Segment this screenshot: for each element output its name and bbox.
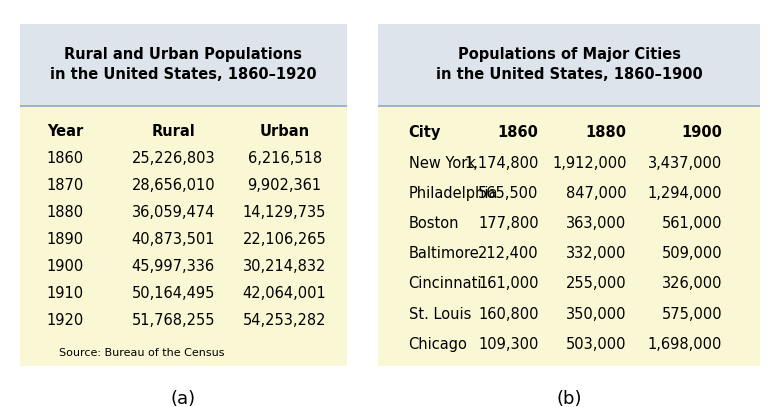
Text: 1890: 1890 bbox=[47, 232, 84, 247]
Text: 1870: 1870 bbox=[47, 178, 84, 193]
Text: 332,000: 332,000 bbox=[566, 246, 626, 261]
FancyBboxPatch shape bbox=[378, 24, 760, 105]
Text: 326,000: 326,000 bbox=[661, 276, 722, 291]
Text: 51,768,255: 51,768,255 bbox=[132, 313, 215, 328]
Text: 565,500: 565,500 bbox=[478, 186, 539, 201]
FancyBboxPatch shape bbox=[20, 107, 347, 366]
Text: 1,698,000: 1,698,000 bbox=[648, 337, 722, 352]
Text: 160,800: 160,800 bbox=[478, 306, 539, 322]
Text: 6,216,518: 6,216,518 bbox=[247, 151, 321, 166]
FancyBboxPatch shape bbox=[378, 107, 760, 366]
Text: 40,873,501: 40,873,501 bbox=[132, 232, 215, 247]
Text: 109,300: 109,300 bbox=[478, 337, 539, 352]
Text: 36,059,474: 36,059,474 bbox=[132, 205, 215, 220]
Text: 1900: 1900 bbox=[682, 125, 722, 140]
FancyBboxPatch shape bbox=[20, 24, 347, 105]
Text: (a): (a) bbox=[171, 390, 196, 407]
Text: Philadelphia: Philadelphia bbox=[409, 186, 498, 201]
Text: 509,000: 509,000 bbox=[661, 246, 722, 261]
Text: 1,912,000: 1,912,000 bbox=[552, 155, 626, 171]
Text: 1910: 1910 bbox=[47, 286, 84, 301]
Text: Boston: Boston bbox=[409, 216, 459, 231]
Text: 45,997,336: 45,997,336 bbox=[132, 259, 215, 274]
Text: 503,000: 503,000 bbox=[566, 337, 626, 352]
Text: 255,000: 255,000 bbox=[566, 276, 626, 291]
Text: (b): (b) bbox=[556, 390, 582, 407]
Text: 212,400: 212,400 bbox=[478, 246, 539, 261]
Text: 561,000: 561,000 bbox=[661, 216, 722, 231]
Text: 54,253,282: 54,253,282 bbox=[243, 313, 326, 328]
Text: 1880: 1880 bbox=[47, 205, 84, 220]
Text: Cincinnati: Cincinnati bbox=[409, 276, 482, 291]
Text: 3,437,000: 3,437,000 bbox=[648, 155, 722, 171]
Text: 1860: 1860 bbox=[47, 151, 84, 166]
Text: 1,174,800: 1,174,800 bbox=[464, 155, 539, 171]
Text: New York: New York bbox=[409, 155, 476, 171]
Text: 50,164,495: 50,164,495 bbox=[132, 286, 215, 301]
Text: Chicago: Chicago bbox=[409, 337, 467, 352]
Text: 1,294,000: 1,294,000 bbox=[647, 186, 722, 201]
Text: 161,000: 161,000 bbox=[478, 276, 539, 291]
FancyBboxPatch shape bbox=[378, 24, 760, 366]
Text: 28,656,010: 28,656,010 bbox=[132, 178, 215, 193]
Text: 14,129,735: 14,129,735 bbox=[243, 205, 326, 220]
Text: Rural and Urban Populations
in the United States, 1860–1920: Rural and Urban Populations in the Unite… bbox=[50, 47, 317, 82]
Text: 30,214,832: 30,214,832 bbox=[243, 259, 326, 274]
Text: 25,226,803: 25,226,803 bbox=[132, 151, 215, 166]
Text: 350,000: 350,000 bbox=[566, 306, 626, 322]
Text: City: City bbox=[409, 125, 441, 140]
Text: Year: Year bbox=[47, 124, 83, 139]
Text: 575,000: 575,000 bbox=[661, 306, 722, 322]
Text: 1860: 1860 bbox=[498, 125, 539, 140]
Text: Urban: Urban bbox=[260, 124, 310, 139]
Text: 363,000: 363,000 bbox=[566, 216, 626, 231]
Text: 1900: 1900 bbox=[47, 259, 84, 274]
Text: Rural: Rural bbox=[151, 124, 195, 139]
Text: 847,000: 847,000 bbox=[566, 186, 626, 201]
Text: Populations of Major Cities
in the United States, 1860–1900: Populations of Major Cities in the Unite… bbox=[436, 47, 703, 82]
FancyBboxPatch shape bbox=[20, 24, 347, 366]
Text: 9,902,361: 9,902,361 bbox=[247, 178, 321, 193]
Text: 1880: 1880 bbox=[586, 125, 626, 140]
Text: St. Louis: St. Louis bbox=[409, 306, 471, 322]
Text: 1920: 1920 bbox=[47, 313, 84, 328]
Text: Source: Bureau of the Census: Source: Bureau of the Census bbox=[58, 348, 225, 359]
Text: 22,106,265: 22,106,265 bbox=[243, 232, 327, 247]
Text: Baltimore: Baltimore bbox=[409, 246, 479, 261]
Text: 42,064,001: 42,064,001 bbox=[243, 286, 327, 301]
Text: 177,800: 177,800 bbox=[478, 216, 539, 231]
